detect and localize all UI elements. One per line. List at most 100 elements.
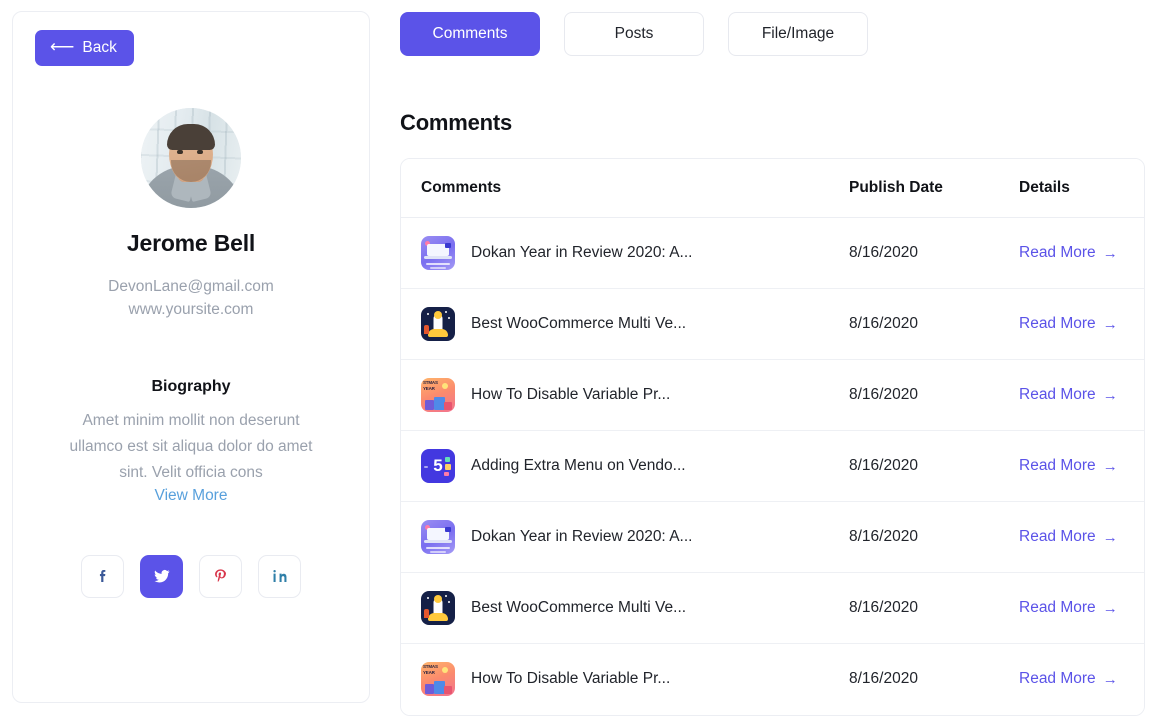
tab-comments[interactable]: Comments — [400, 12, 540, 56]
cell-details: Read More → — [1019, 217, 1144, 289]
cell-details: Read More → — [1019, 572, 1144, 644]
tab-file-image[interactable]: File/Image — [728, 12, 868, 56]
thumb-label: STMAS YEAR — [423, 380, 438, 391]
cell-publish-date: 8/16/2020 — [849, 217, 1019, 289]
facebook-icon — [99, 570, 105, 583]
arrow-right-icon: → — [1102, 599, 1118, 617]
back-button[interactable]: ⟵ Back — [35, 30, 134, 66]
social-button-linkedin[interactable] — [258, 554, 301, 598]
dokan-year-review-thumb — [421, 236, 455, 270]
profile-sidebar-card: ⟵ Back Jerome Bell DevonLane@gmail.com w… — [12, 11, 370, 703]
profile-email: DevonLane@gmail.com — [108, 278, 274, 295]
tab-bar: Comments Posts File/Image — [400, 12, 1145, 56]
table-header: Comments Publish Date Details — [401, 159, 1144, 218]
cell-publish-date: 8/16/2020 — [849, 572, 1019, 644]
cell-comment: Best WooCommerce Multi Ve... — [401, 288, 849, 360]
avatar-hair — [167, 124, 215, 150]
pinterest-icon — [215, 569, 226, 582]
arrow-right-icon: → — [1102, 457, 1118, 475]
read-more-label: Read More — [1019, 457, 1096, 474]
table-row[interactable]: Best WooCommerce Multi Ve... 8/16/2020 R… — [401, 288, 1144, 360]
read-more-label: Read More — [1019, 315, 1096, 332]
tab-posts[interactable]: Posts — [564, 12, 704, 56]
cell-details: Read More → — [1019, 430, 1144, 502]
table-row[interactable]: 5 Adding Extra Menu on Vendo... 8/16/202… — [401, 430, 1144, 502]
arrow-right-icon: → — [1102, 670, 1118, 688]
avatar-eye-right — [197, 150, 203, 154]
cell-publish-date: 8/16/2020 — [849, 430, 1019, 502]
cell-comment: Dokan Year in Review 2020: A... — [401, 501, 849, 573]
comment-title: Dokan Year in Review 2020: A... — [471, 244, 693, 261]
comment-title: Best WooCommerce Multi Ve... — [471, 599, 687, 616]
comment-title: How To Disable Variable Pr... — [471, 670, 671, 688]
view-more-link[interactable]: View More — [154, 486, 228, 504]
number-five-thumb: 5 — [421, 449, 455, 483]
arrow-left-icon: ⟵ — [50, 37, 75, 56]
cell-comment: STMAS YEAR How To Disable Variable Pr... — [401, 359, 849, 431]
avatar — [141, 108, 241, 208]
cell-comment: STMAS YEAR How To Disable Variable Pr... — [401, 643, 849, 715]
arrow-right-icon: → — [1102, 244, 1118, 262]
arrow-right-icon: → — [1102, 528, 1118, 546]
cell-publish-date: 8/16/2020 — [849, 643, 1019, 715]
table-row[interactable]: STMAS YEAR How To Disable Variable Pr... … — [401, 643, 1144, 715]
social-button-facebook[interactable] — [81, 554, 124, 598]
biography-heading: Biography — [151, 377, 231, 395]
cell-comment: 5 Adding Extra Menu on Vendo... — [401, 430, 849, 502]
twitter-icon — [154, 570, 169, 583]
read-more-label: Read More — [1019, 528, 1096, 545]
social-links — [81, 554, 301, 598]
table-row[interactable]: Dokan Year in Review 2020: A... 8/16/202… — [401, 501, 1144, 573]
social-button-pinterest[interactable] — [199, 554, 242, 598]
table-row[interactable]: Dokan Year in Review 2020: A... 8/16/202… — [401, 217, 1144, 289]
comments-table: Comments Publish Date Details — [401, 159, 1144, 715]
cell-details: Read More → — [1019, 643, 1144, 715]
read-more-link[interactable]: Read More → — [1019, 457, 1118, 475]
avatar-eye-left — [177, 150, 183, 154]
avatar-beard — [171, 160, 211, 182]
cell-comment: Best WooCommerce Multi Ve... — [401, 572, 849, 644]
column-header-publish-date: Publish Date — [849, 159, 1019, 218]
profile-website: www.yoursite.com — [128, 301, 254, 319]
table-row[interactable]: Best WooCommerce Multi Ve... 8/16/2020 R… — [401, 572, 1144, 644]
arrow-right-icon: → — [1102, 315, 1118, 333]
profile-name: Jerome Bell — [126, 230, 256, 256]
read-more-link[interactable]: Read More → — [1019, 528, 1118, 546]
cell-comment: Dokan Year in Review 2020: A... — [401, 217, 849, 289]
cell-details: Read More → — [1019, 288, 1144, 360]
read-more-label: Read More — [1019, 599, 1096, 616]
linkedin-icon — [272, 570, 286, 583]
cell-publish-date: 8/16/2020 — [849, 501, 1019, 573]
cell-publish-date: 8/16/2020 — [849, 359, 1019, 431]
comment-title: Adding Extra Menu on Vendo... — [471, 457, 686, 474]
column-header-comments: Comments — [401, 159, 849, 218]
arrow-right-icon: → — [1102, 386, 1118, 404]
rocket-bulb-thumb — [421, 591, 455, 625]
social-button-twitter[interactable] — [140, 554, 183, 598]
page-title: Comments — [400, 110, 513, 135]
cell-details: Read More → — [1019, 501, 1144, 573]
xmas-gifts-thumb: STMAS YEAR — [421, 378, 455, 412]
read-more-link[interactable]: Read More → — [1019, 670, 1118, 688]
thumb-number: 5 — [433, 456, 443, 476]
comments-table-card: Comments Publish Date Details — [400, 158, 1145, 716]
main-content: Comments Posts File/Image Comments Comme… — [400, 6, 1145, 716]
read-more-link[interactable]: Read More → — [1019, 386, 1118, 404]
thumb-label: STMAS YEAR — [423, 664, 438, 675]
dokan-year-review-thumb — [421, 520, 455, 554]
table-header-row: Comments Publish Date Details — [401, 159, 1144, 218]
comment-title: Best WooCommerce Multi Ve... — [471, 315, 687, 332]
comment-title: Dokan Year in Review 2020: A... — [471, 528, 693, 545]
read-more-label: Read More — [1019, 244, 1096, 261]
table-body: Dokan Year in Review 2020: A... 8/16/202… — [401, 217, 1144, 715]
read-more-link[interactable]: Read More → — [1019, 315, 1118, 333]
comment-title: How To Disable Variable Pr... — [471, 386, 671, 403]
read-more-link[interactable]: Read More → — [1019, 599, 1118, 617]
rocket-bulb-thumb — [421, 307, 455, 341]
cell-details: Read More → — [1019, 359, 1144, 431]
back-button-label: Back — [82, 38, 117, 56]
read-more-link[interactable]: Read More → — [1019, 244, 1118, 262]
table-row[interactable]: STMAS YEAR How To Disable Variable Pr... … — [401, 359, 1144, 431]
cell-publish-date: 8/16/2020 — [849, 288, 1019, 360]
